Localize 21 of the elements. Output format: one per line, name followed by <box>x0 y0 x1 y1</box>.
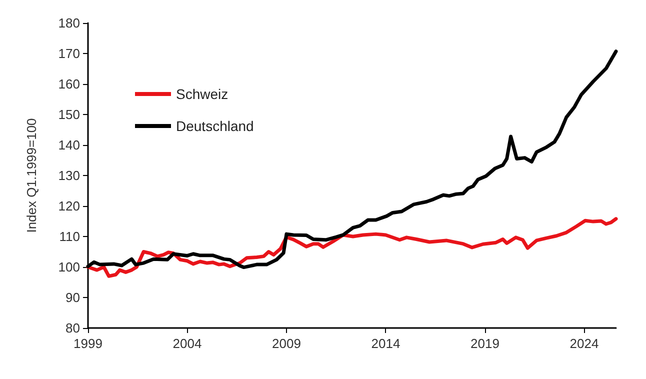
x-tick-label: 1999 <box>74 336 102 351</box>
legend-label: Deutschland <box>176 118 254 134</box>
y-tick-label: 90 <box>66 290 80 305</box>
y-tick-label: 110 <box>59 229 80 244</box>
legend-label: Schweiz <box>176 86 228 102</box>
x-tick-label: 2004 <box>172 336 202 351</box>
y-tick-label: 150 <box>58 107 80 122</box>
y-tick-label: 180 <box>58 16 80 30</box>
x-tick-label: 2024 <box>570 336 599 351</box>
x-tick-label: 2019 <box>470 336 500 351</box>
line-series <box>86 217 618 278</box>
y-tick-label: 130 <box>58 168 80 183</box>
y-tick-label: 80 <box>66 320 80 336</box>
y-tick-label: 170 <box>58 46 80 61</box>
y-axis-title: Index Q1.1999=100 <box>24 118 39 233</box>
y-tick-label: 120 <box>58 198 80 214</box>
y-tick-label: 100 <box>58 260 80 274</box>
x-tick-label: 2014 <box>371 336 400 351</box>
x-tick-label: 2009 <box>272 336 301 351</box>
y-tick-label: 160 <box>58 76 80 92</box>
y-tick-label: 140 <box>58 138 80 152</box>
